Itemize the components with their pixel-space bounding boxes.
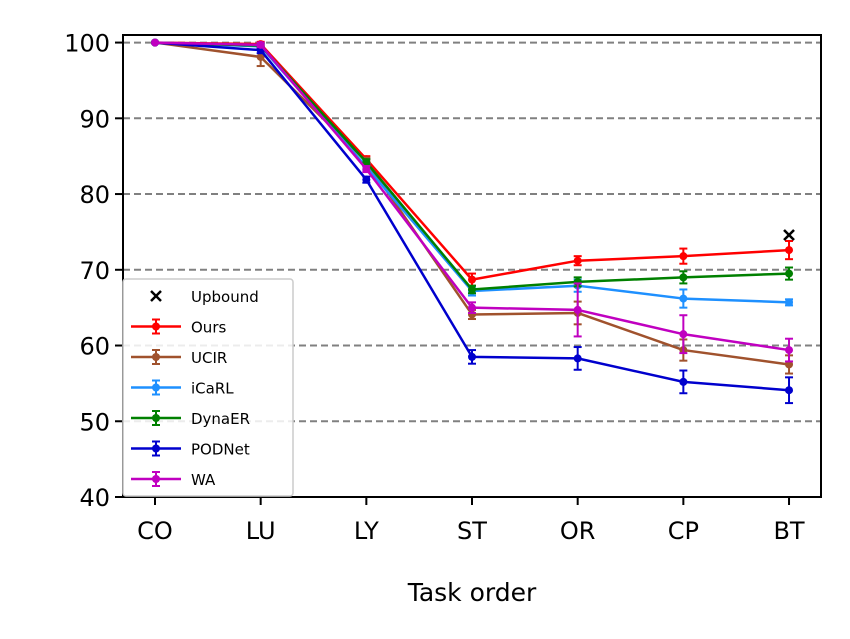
legend-marker: [152, 414, 160, 422]
series-podnet: [151, 38, 794, 405]
data-point: [468, 275, 477, 284]
legend-marker: [152, 322, 160, 331]
data-point: [151, 38, 159, 47]
data-point: [679, 252, 688, 261]
data-point: [362, 175, 371, 184]
legend-label-icarl: iCaRL: [191, 380, 234, 398]
x-tick-label: ST: [457, 517, 487, 545]
data-point: [679, 294, 688, 303]
y-tick-label: 60: [79, 333, 110, 361]
series-wa: [151, 38, 794, 363]
x-tick-label: BT: [773, 517, 804, 545]
data-point: [256, 40, 265, 49]
data-point: [679, 330, 688, 339]
x-tick-label: OR: [560, 517, 596, 545]
x-axis: CO LU LY ST OR CP BT: [137, 497, 805, 545]
data-point: [362, 158, 371, 167]
legend-marker: [152, 475, 160, 483]
data-point: [679, 377, 688, 386]
data-point: [785, 269, 794, 278]
legend-label-dynaer: DynaER: [191, 410, 250, 428]
y-tick-label: 50: [79, 408, 110, 436]
data-point: [468, 303, 477, 312]
legend-upbound-x: [150, 290, 162, 302]
legend-box: [122, 278, 294, 497]
data-point: [256, 52, 265, 61]
data-point: [573, 354, 582, 363]
x-tick-label: CP: [668, 517, 699, 545]
y-tick-label: 100: [64, 30, 110, 58]
legend-marker: [152, 353, 160, 361]
data-point: [785, 360, 794, 369]
x-axis-label: Task order: [407, 578, 537, 607]
legend-marker: [152, 444, 160, 453]
data-point: [362, 165, 371, 174]
legend-label-podnet: PODNet: [191, 441, 250, 459]
series-layer: [151, 38, 795, 405]
data-point: [785, 298, 794, 307]
y-tick-label: 40: [79, 484, 110, 512]
data-point: [785, 386, 794, 395]
data-point: [573, 305, 582, 314]
legend-label-ours: Ours: [191, 319, 226, 337]
x-tick-label: CO: [137, 517, 173, 545]
upbound-marker: [783, 229, 795, 241]
legend-label-ucir: UCIR: [191, 349, 227, 367]
data-point: [573, 256, 582, 265]
data-point: [468, 285, 477, 294]
data-point: [679, 273, 688, 282]
data-point: [468, 352, 477, 361]
x-tick-label: LU: [246, 517, 276, 545]
y-tick-label: 80: [79, 181, 110, 209]
x-tick-label: LY: [354, 517, 379, 545]
upbound-x-stroke: [783, 229, 795, 241]
legend-marker: [152, 383, 160, 392]
data-point: [785, 246, 794, 255]
y-axis: 40 50 60 70 80 90 100: [64, 30, 123, 512]
legend: Upbound Ours UCIR iCaRL DynaER PODNet WA: [122, 278, 294, 497]
y-tick-label: 90: [79, 105, 110, 133]
legend-label-upbound: Upbound: [191, 288, 259, 306]
data-point: [785, 346, 794, 355]
legend-label-wa: WA: [191, 471, 216, 489]
y-tick-label: 70: [79, 257, 110, 285]
